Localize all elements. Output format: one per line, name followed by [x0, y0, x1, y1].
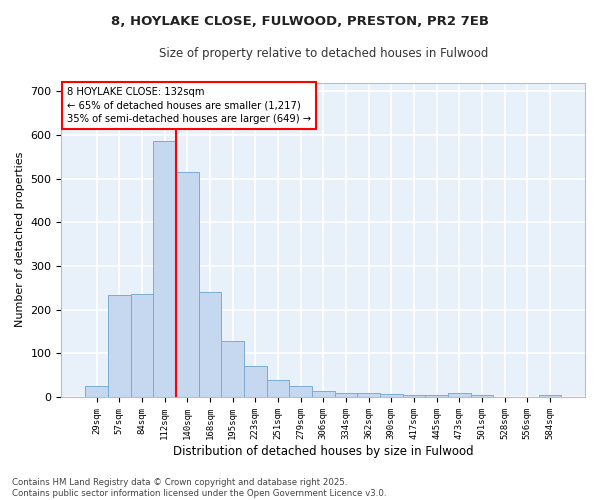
Bar — [448, 394, 470, 397]
Bar — [539, 395, 561, 397]
Bar — [312, 391, 335, 397]
Bar — [289, 386, 312, 397]
Text: 8 HOYLAKE CLOSE: 132sqm
← 65% of detached houses are smaller (1,217)
35% of semi: 8 HOYLAKE CLOSE: 132sqm ← 65% of detache… — [67, 87, 311, 124]
Text: 8, HOYLAKE CLOSE, FULWOOD, PRESTON, PR2 7EB: 8, HOYLAKE CLOSE, FULWOOD, PRESTON, PR2 … — [111, 15, 489, 28]
Bar — [199, 292, 221, 397]
X-axis label: Distribution of detached houses by size in Fulwood: Distribution of detached houses by size … — [173, 444, 473, 458]
Bar — [108, 295, 131, 397]
Bar — [221, 341, 244, 397]
Bar — [85, 386, 108, 397]
Title: Size of property relative to detached houses in Fulwood: Size of property relative to detached ho… — [158, 48, 488, 60]
Bar — [176, 172, 199, 397]
Bar — [380, 394, 403, 397]
Bar — [266, 380, 289, 397]
Bar — [403, 395, 425, 397]
Bar — [425, 395, 448, 397]
Bar — [357, 392, 380, 397]
Bar — [131, 294, 153, 397]
Bar — [244, 366, 266, 397]
Bar — [470, 395, 493, 397]
Bar — [335, 392, 357, 397]
Text: Contains HM Land Registry data © Crown copyright and database right 2025.
Contai: Contains HM Land Registry data © Crown c… — [12, 478, 386, 498]
Bar — [153, 142, 176, 397]
Y-axis label: Number of detached properties: Number of detached properties — [15, 152, 25, 328]
